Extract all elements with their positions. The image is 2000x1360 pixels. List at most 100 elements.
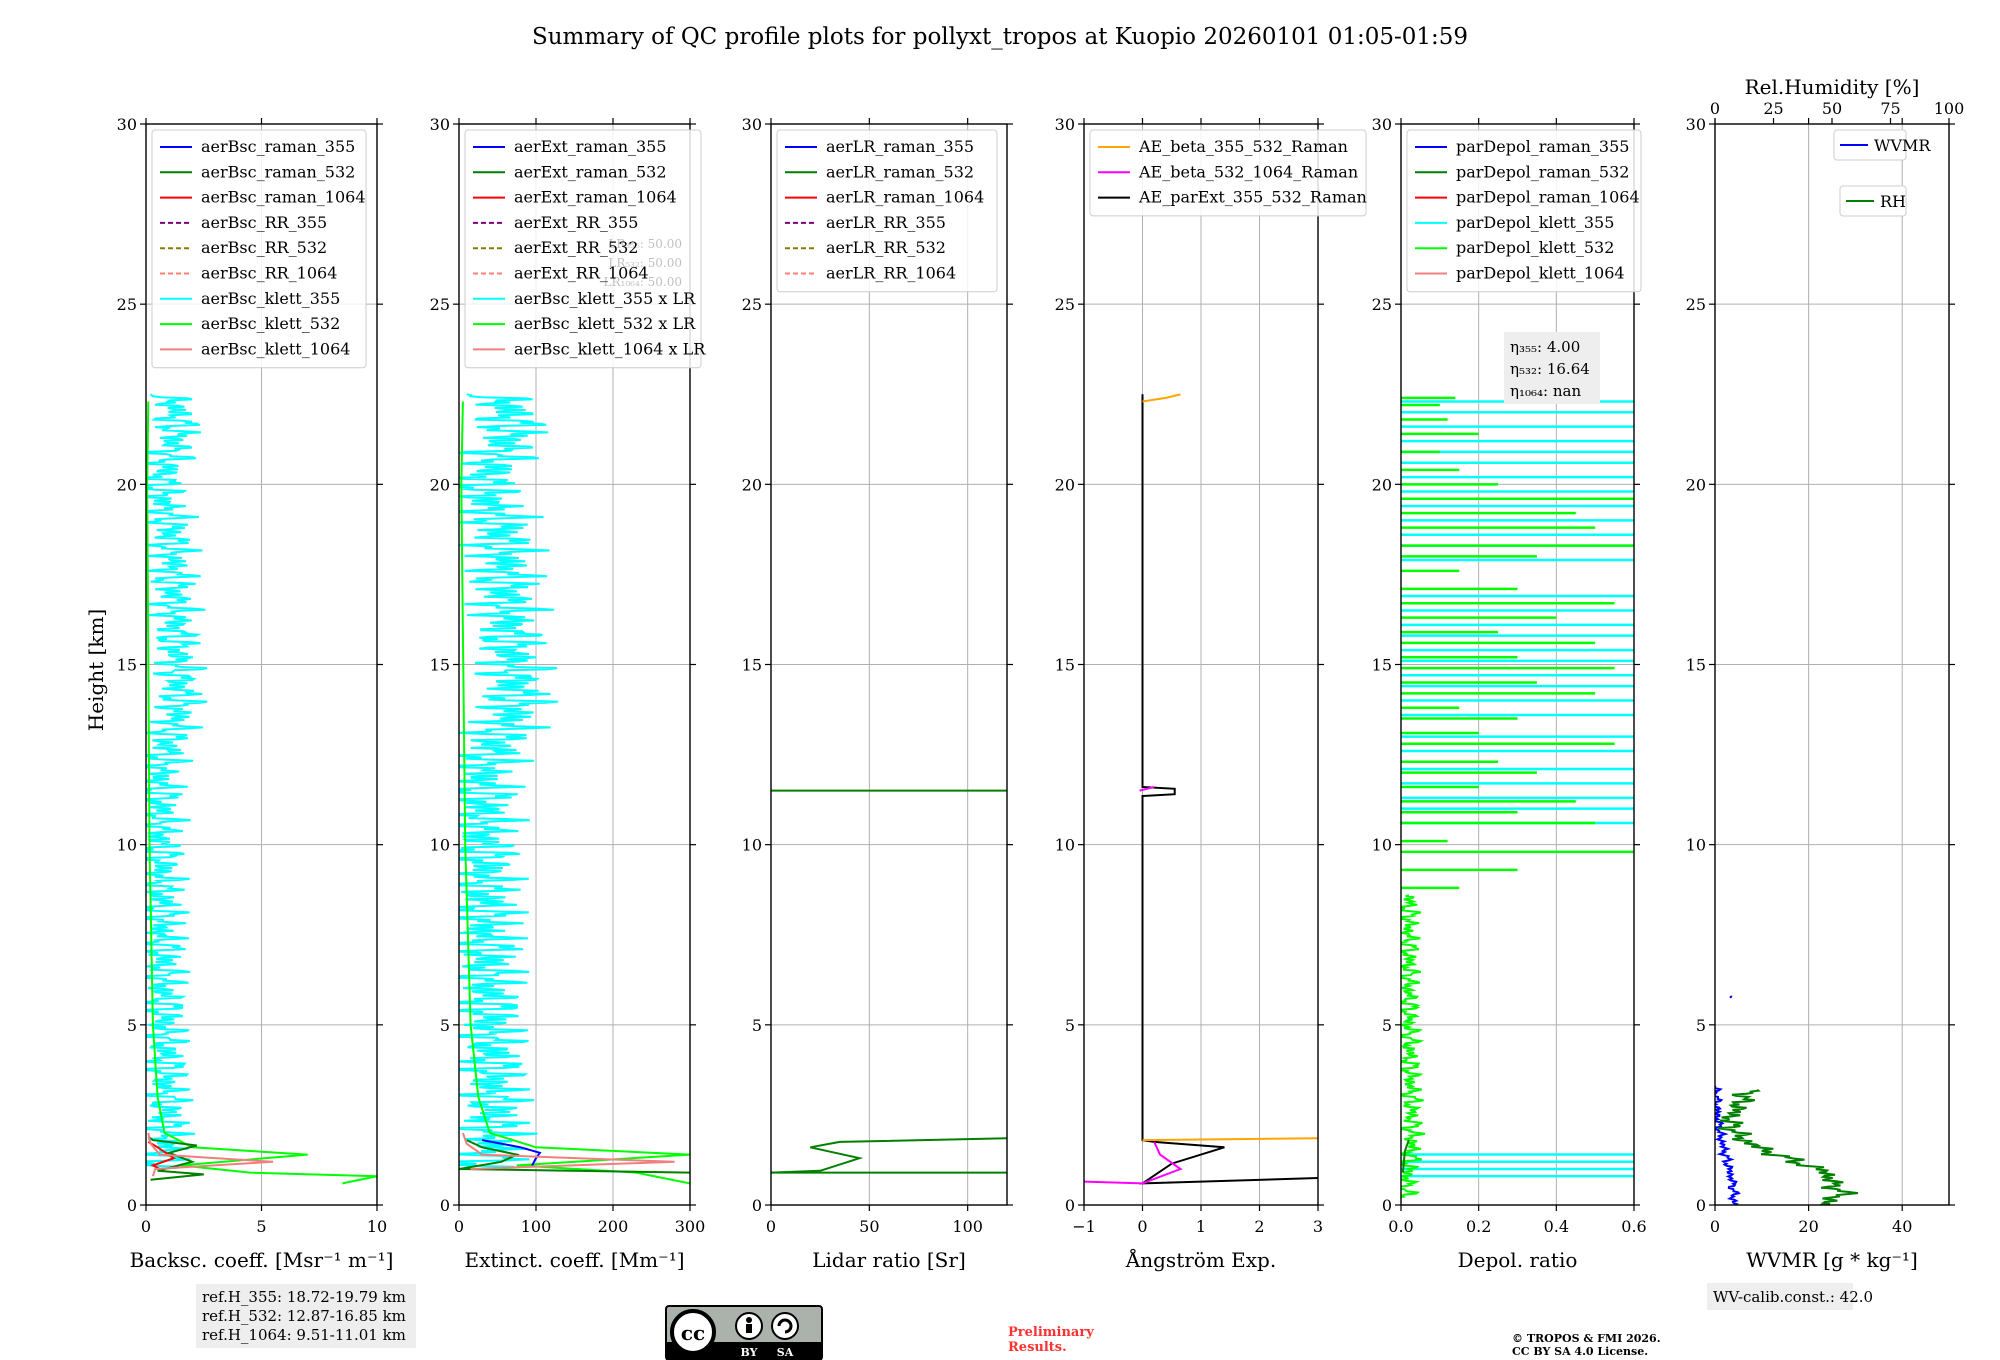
series-aerbsc-klett-532 (146, 401, 377, 1185)
legend-label: aerExt_raman_355 (514, 137, 667, 156)
x-tick-label: 3 (1313, 1217, 1323, 1236)
y-axis-label: Height [km] (84, 609, 108, 731)
y-tick-label: 10 (742, 836, 762, 855)
series-aerext-raman-532 (459, 1139, 690, 1174)
y-tick-label: 0 (1065, 1196, 1075, 1215)
x-tick-label: 2 (1254, 1217, 1264, 1236)
x-tick-label: 20 (1798, 1217, 1818, 1236)
legend-label: aerBsc_raman_1064 (201, 188, 366, 207)
wv-calib-box-bg (1707, 1283, 1853, 1310)
legend-label: aerBsc_klett_532 (201, 314, 340, 333)
y-tick-label: 10 (1055, 836, 1075, 855)
legend-label: AE_parExt_355_532_Raman (1138, 188, 1367, 207)
legend-label: RH (1880, 192, 1906, 211)
legend-label: aerBsc_klett_355 x LR (514, 289, 696, 308)
series-ae-parext-355-532-raman (1139, 394, 1318, 1185)
x-axis-label-lr: Lidar ratio [Sr] (812, 1248, 966, 1272)
series-wvmr (1729, 995, 1733, 999)
legend-lr: aerLR_raman_355 aerLR_raman_532 aerLR_rama… (776, 129, 998, 293)
legend-frame (1406, 129, 1642, 293)
y-tick-label: 20 (1055, 475, 1075, 494)
y-tick-label: 30 (1686, 115, 1706, 134)
y-tick-label: 15 (742, 656, 762, 675)
copyright-line-2: CC BY SA 4.0 License. (1512, 1345, 1648, 1358)
legend-label: parDepol_klett_355 (1456, 213, 1614, 232)
legend-label: aerBsc_RR_1064 (201, 264, 337, 283)
legend-label: AE_beta_355_532_Raman (1138, 137, 1348, 156)
series-ae-beta-355-532-raman (1142, 393, 1181, 403)
legend-label: aerBsc_klett_532 x LR (514, 314, 696, 333)
y-tick-label: 10 (1686, 836, 1706, 855)
series-aerbsc-raman-1064 (147, 1141, 176, 1170)
legend-label: aerBsc_RR_355 (201, 213, 327, 232)
series-aerlr-raman-532 (771, 1137, 1007, 1174)
legend-frame (464, 129, 702, 369)
legend-label: parDepol_raman_355 (1456, 137, 1629, 156)
wv-calib-text: WV-calib.const.: 42.0 (1713, 1288, 1873, 1306)
legend-label: aerBsc_klett_1064 (201, 339, 350, 358)
ref-h-532: ref.H_532: 12.87-16.85 km (202, 1307, 406, 1325)
x-tick-label: 0.2 (1466, 1217, 1491, 1236)
axes-frame (770, 123, 1008, 1206)
y-tick-label: 20 (430, 475, 450, 494)
legend-label: AE_beta_532_1064_Raman (1138, 162, 1358, 181)
series-aerext-raman-355 (481, 1139, 542, 1166)
x-tick-label: 40 (1892, 1217, 1912, 1236)
cc-sa-label: SA (777, 1346, 794, 1359)
y-tick-label: 25 (1372, 295, 1392, 314)
axes-frame (1083, 123, 1319, 1206)
top-axis-label: Rel.Humidity [%] (1745, 75, 1920, 99)
legend-label: aerLR_raman_532 (826, 162, 974, 181)
ref-h-355: ref.H_355: 18.72-19.79 km (202, 1288, 406, 1306)
y-tick-label: 25 (430, 295, 450, 314)
legend-ext: aerExt_raman_355 aerExt_raman_532 aerExt_r… (464, 129, 706, 369)
plot-area-lr (771, 789, 1007, 1174)
y-tick-label: 0 (1696, 1196, 1706, 1215)
y-tick-label: 5 (440, 1016, 450, 1035)
y-tick-label: 15 (1055, 656, 1075, 675)
y-tick-label: 25 (1055, 295, 1075, 314)
y-tick-label: 15 (1686, 656, 1706, 675)
panel-depol: 0 5 10 15 20 25 30 0.0 0.2 0.4 0.6 Depol. ratio parD… (1372, 115, 1647, 1272)
series-pardepol-raman-532 (1401, 1139, 1410, 1173)
top-tick-label: 100 (1934, 99, 1965, 118)
legend-label: aerBsc_raman_532 (201, 162, 355, 181)
eta-label: η₅₃₂: 16.64 (1510, 360, 1590, 378)
legend-label: aerBsc_raman_355 (201, 137, 355, 156)
y-tick-label: 15 (430, 656, 450, 675)
legend-label: aerBsc_klett_1064 x LR (514, 339, 706, 358)
x-tick-label: 100 (952, 1217, 983, 1236)
y-tick-label: 30 (742, 115, 762, 134)
x-tick-label: 5 (256, 1217, 266, 1236)
ref-height-box-bg (196, 1284, 416, 1348)
x-tick-label: 0 (766, 1217, 776, 1236)
series-aerbsc-klett-355-x-lr (459, 393, 559, 1170)
x-tick-label: 0 (141, 1217, 151, 1236)
series-aerbsc-klett-355 (146, 393, 208, 1170)
legend-label: aerExt_raman_532 (514, 162, 667, 181)
x-tick-label: 50 (859, 1217, 879, 1236)
preliminary-label-2: Results. (1008, 1340, 1067, 1355)
x-tick-label: 0 (454, 1217, 464, 1236)
panel-lr: 0 5 10 15 20 25 30 0 50 100 Lidar ratio [Sr] aerLR_… (742, 115, 1013, 1272)
series-pardepol-klett-532 (1401, 894, 1426, 1199)
x-axis-label-ext: Extinct. coeff. [Mm⁻¹] (464, 1248, 684, 1272)
y-tick-label: 5 (127, 1016, 137, 1035)
cc-by-sa-badge: cc BY SA (665, 1305, 823, 1360)
y-tick-label: 30 (430, 115, 450, 134)
cc-logo-icon (670, 1309, 716, 1355)
y-tick-label: 0 (752, 1196, 762, 1215)
legend-label: parDepol_klett_532 (1456, 238, 1614, 257)
legend-label: parDepol_klett_1064 (1456, 264, 1625, 283)
plot-area-wv (1715, 995, 1859, 1205)
legend-bsc: aerBsc_raman_355 aerBsc_raman_532 aerBsc_r… (151, 129, 367, 369)
x-axis-label-wv: WVMR [g * kg⁻¹] (1746, 1248, 1918, 1272)
x-axis-label-ae: Ångström Exp. (1125, 1247, 1276, 1272)
series-aerbsc-raman-532 (147, 1135, 204, 1181)
legend-frame (776, 129, 998, 293)
legend-label: parDepol_raman_1064 (1456, 188, 1640, 207)
y-tick-label: 30 (1372, 115, 1392, 134)
y-tick-label: 25 (1686, 295, 1706, 314)
panel-bsc: 0 5 10 15 20 25 30 0 5 10 Backsc. coeff. [Msr⁻¹ m⁻… (117, 115, 394, 1272)
